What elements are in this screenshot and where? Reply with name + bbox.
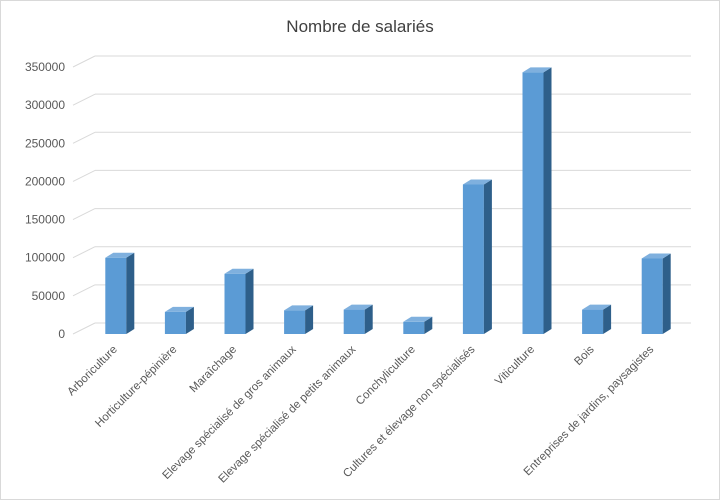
bar-front	[164, 311, 186, 334]
bar-front	[284, 310, 306, 334]
bar-side	[543, 67, 552, 334]
bar	[641, 253, 671, 334]
bars	[105, 67, 671, 334]
bar	[284, 305, 314, 334]
bar-top	[164, 306, 194, 312]
gridline-perspective	[72, 55, 96, 68]
y-axis-tick-labels: 0 50000 100000 150000 200000 250000 300000 3500…	[25, 60, 65, 341]
x-tick-label: Cultures et élevage non spécialisés	[341, 343, 478, 480]
bar-side	[662, 253, 671, 334]
bar	[105, 252, 135, 334]
x-tick-label: Maraîchage	[188, 344, 239, 395]
gridline-perspective	[72, 246, 96, 259]
gridline-perspective	[72, 131, 96, 144]
y-tick-label: 0	[58, 327, 65, 341]
y-tick-label: 50000	[32, 289, 66, 303]
bar-top	[403, 316, 433, 322]
y-tick-label: 200000	[25, 174, 65, 188]
bar	[164, 306, 194, 334]
bar-top	[462, 179, 492, 185]
y-tick-label: 300000	[25, 98, 65, 112]
bar-top	[343, 304, 373, 310]
gridline-perspective	[72, 169, 96, 182]
x-tick-label: Bois	[572, 343, 596, 367]
gridline-perspective	[72, 322, 96, 335]
x-tick-label: Conchyliculture	[354, 344, 418, 408]
gridline-perspective	[72, 284, 96, 297]
x-tick-label: Elevage spécialisé de gros animaux	[161, 343, 299, 481]
gridline-perspective	[72, 93, 96, 106]
chart-title: Nombre de salariés	[286, 17, 433, 36]
bar-side	[424, 316, 433, 334]
x-tick-label: Viticulture	[493, 344, 537, 388]
bar-front	[582, 309, 604, 334]
bar-side	[483, 179, 492, 334]
bar	[403, 316, 433, 334]
y-tick-label: 350000	[25, 60, 65, 74]
x-tick-label: Elevage spécialisé de petits animaux	[216, 343, 358, 485]
bar-front	[522, 72, 544, 334]
bar	[343, 304, 373, 334]
bar	[522, 67, 552, 334]
bar-top	[641, 253, 671, 259]
gridline-perspective	[72, 208, 96, 221]
x-tick-label: Entreprises de jardins, paysagistes	[522, 343, 657, 478]
bar-front	[462, 184, 484, 334]
bar-side	[245, 268, 254, 334]
bar-front	[105, 257, 127, 334]
bar-side	[305, 305, 314, 334]
bar	[582, 304, 612, 334]
x-tick-label: Arboriculture	[65, 344, 120, 399]
bar-top	[582, 304, 612, 310]
bar-front	[224, 273, 246, 334]
y-tick-label: 100000	[25, 251, 65, 265]
bar-side	[126, 252, 135, 334]
bar-front	[403, 321, 425, 334]
y-tick-label: 150000	[25, 213, 65, 227]
bar-top	[224, 268, 254, 274]
bar-front	[641, 258, 663, 334]
bar-top	[522, 67, 552, 73]
bar-front	[343, 309, 365, 334]
bar-side	[603, 304, 612, 334]
bar-top	[284, 305, 314, 311]
bar-side	[364, 304, 373, 334]
bar	[462, 179, 492, 334]
bar-side	[185, 306, 194, 334]
bar-top	[105, 252, 135, 258]
y-tick-label: 250000	[25, 136, 65, 150]
gridlines	[72, 55, 691, 335]
bar	[224, 268, 254, 334]
